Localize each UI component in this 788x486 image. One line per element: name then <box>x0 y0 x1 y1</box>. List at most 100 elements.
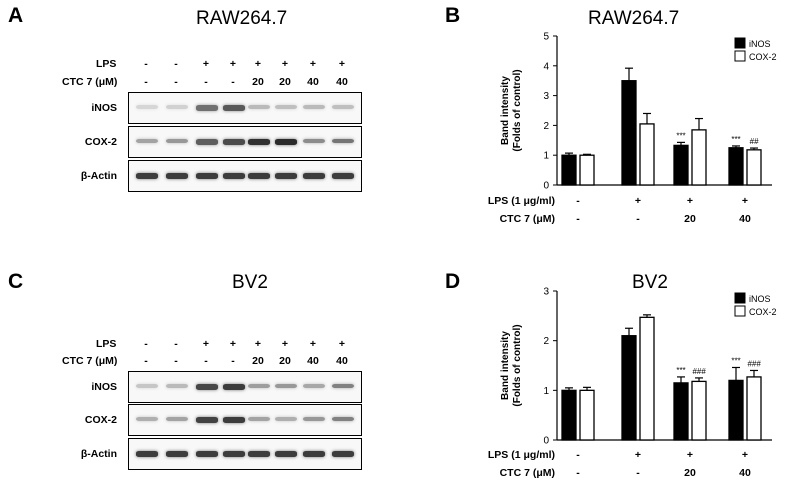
protein-band <box>166 139 188 143</box>
panel-b-title: RAW264.7 <box>588 8 680 29</box>
protein-band <box>196 417 218 423</box>
lps-row-label: LPS <box>96 338 117 350</box>
panel-d-title: BV2 <box>632 272 668 293</box>
condition-row-label: CTC 7 (μM) <box>500 213 555 225</box>
y-axis-label-line: Band intensity <box>500 76 511 145</box>
condition-value: + <box>687 195 693 207</box>
bar-inos <box>728 147 744 186</box>
legend-swatch <box>734 292 746 304</box>
bar-cox-2 <box>746 376 762 441</box>
condition-value: - <box>576 449 580 461</box>
bar-cox-2 <box>639 123 655 186</box>
protein-band <box>196 173 218 179</box>
protein-band <box>166 451 188 457</box>
ctc-lane-value: - <box>144 355 148 367</box>
ctc-lane-value: - <box>174 355 178 367</box>
significance-marker: *** <box>676 131 685 140</box>
protein-band <box>248 451 270 457</box>
protein-band <box>248 105 270 109</box>
protein-band <box>275 417 297 421</box>
ctc-row-label: CTC 7 (μM) <box>62 355 118 367</box>
protein-band <box>275 105 297 109</box>
panel-letter-c: C <box>8 270 24 293</box>
protein-band <box>223 417 245 423</box>
lps-lane-value: - <box>174 58 178 70</box>
panel-c-title: BV2 <box>232 272 268 293</box>
protein-band <box>248 139 270 145</box>
protein-band <box>196 451 218 457</box>
protein-band <box>196 139 218 145</box>
blot-row-label: COX-2 <box>84 414 117 426</box>
protein-band <box>332 173 354 179</box>
ctc-lane-value: - <box>231 355 235 367</box>
bar-cox-2 <box>639 316 655 441</box>
y-axis-label-line: Band intensity <box>500 331 511 400</box>
protein-band <box>332 105 354 109</box>
condition-value: - <box>576 467 580 479</box>
lps-lane-value: + <box>281 338 289 350</box>
bar-inos <box>673 144 689 186</box>
ctc-lane-value: 40 <box>307 355 319 367</box>
y-tick-label: 1 <box>543 386 549 397</box>
bar-inos <box>621 80 637 186</box>
protein-band <box>196 105 218 111</box>
condition-row-label: CTC 7 (μM) <box>500 467 555 479</box>
ctc-lane-value: - <box>144 76 148 88</box>
lps-lane-value: - <box>174 338 178 350</box>
legend-swatch <box>734 37 746 49</box>
condition-row-label: LPS (1 μg/ml) <box>488 195 555 207</box>
bar-cox-2 <box>746 149 762 186</box>
protein-band <box>303 105 325 109</box>
panel-letter-b: B <box>445 4 461 27</box>
lps-lane-value: - <box>144 338 148 350</box>
protein-band <box>275 173 297 179</box>
ctc-lane-value: 20 <box>252 76 264 88</box>
panel-letter-d: D <box>445 270 461 293</box>
ctc-lane-value: - <box>204 355 208 367</box>
legend-label: iNOS <box>749 294 771 304</box>
ctc-row-label: CTC 7 (μM) <box>62 76 118 88</box>
ctc-lane-value: 40 <box>336 76 348 88</box>
significance-marker: *** <box>731 135 740 144</box>
protein-band <box>136 384 158 388</box>
ctc-lane-value: 20 <box>252 355 264 367</box>
y-axis-label-line: (Folds of control) <box>512 69 523 151</box>
bar-inos <box>621 335 637 441</box>
blot-strip <box>128 160 362 192</box>
y-tick-label: 2 <box>543 336 549 347</box>
legend-swatch <box>734 305 746 317</box>
protein-band <box>136 417 158 421</box>
lps-lane-value: + <box>202 338 210 350</box>
protein-band <box>332 417 354 421</box>
condition-row-label: LPS (1 μg/ml) <box>488 449 555 461</box>
protein-band <box>275 384 297 388</box>
ctc-lane-value: 20 <box>279 355 291 367</box>
bar-inos <box>561 389 577 441</box>
blot-strip <box>128 92 362 124</box>
condition-value: - <box>636 213 640 225</box>
bar-cox-2 <box>579 154 595 186</box>
protein-band <box>136 139 158 143</box>
lps-lane-value: + <box>254 58 262 70</box>
condition-value: + <box>635 449 641 461</box>
panel-letter-a: A <box>8 4 24 27</box>
y-axis-label: Band intensity(Folds of control) <box>500 324 523 406</box>
bar-cox-2 <box>691 129 707 186</box>
significance-marker: *** <box>731 356 740 365</box>
protein-band <box>303 139 325 143</box>
lps-lane-value: + <box>229 338 237 350</box>
y-tick-label: 5 <box>543 32 549 43</box>
lps-lane-value: + <box>202 58 210 70</box>
panel-a-title: RAW264.7 <box>196 8 288 29</box>
ctc-lane-value: 40 <box>307 76 319 88</box>
y-axis-label-line: (Folds of control) <box>512 324 523 406</box>
protein-band <box>332 451 354 457</box>
ctc-lane-value: - <box>174 76 178 88</box>
protein-band <box>223 105 245 111</box>
bar-inos <box>728 379 744 441</box>
significance-marker: ## <box>750 137 759 146</box>
lps-lane-value: + <box>281 58 289 70</box>
protein-band <box>166 417 188 421</box>
significance-marker: ### <box>692 367 706 376</box>
condition-value: + <box>635 195 641 207</box>
